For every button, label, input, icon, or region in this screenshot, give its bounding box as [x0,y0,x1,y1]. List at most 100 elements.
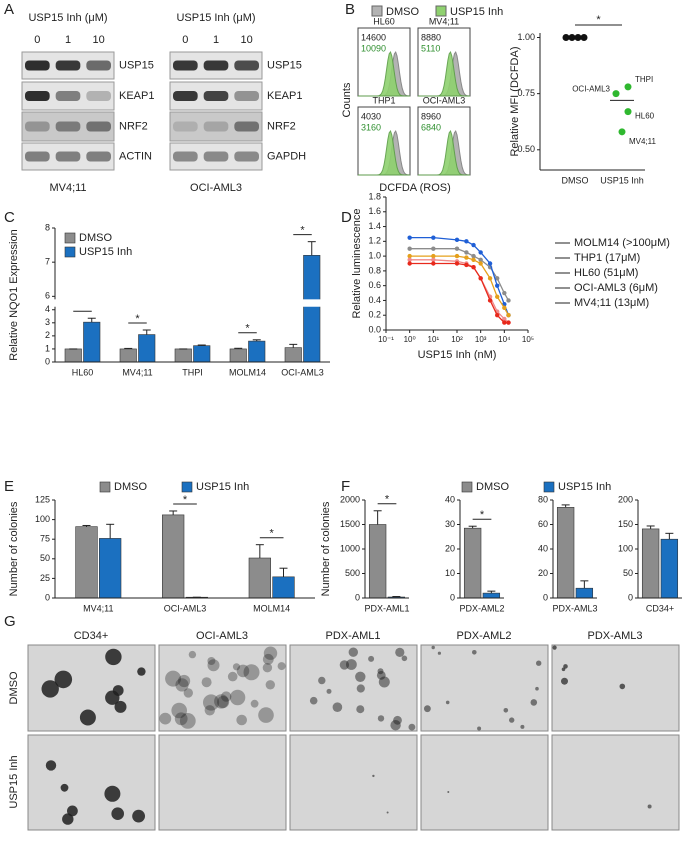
y-tick-label: 0.6 [368,280,381,290]
y-tick-label: 0.50 [517,144,535,154]
y-tick-label: 1500 [340,519,360,529]
bar [556,507,575,599]
lane-label: 0 [182,34,188,46]
point [464,250,469,255]
y-axis-label: Relative NQO1 Expression [8,229,20,360]
blot-band [234,60,259,71]
y-tick-label: 7 [45,257,50,267]
panel-label: G [4,613,16,630]
blot-band [25,151,50,162]
colony [372,774,375,778]
x-tick-label: MV4;11 [83,603,113,613]
legend-label: DMSO [476,481,509,493]
bar [575,587,594,599]
y-tick-label: 125 [35,494,50,504]
bar [284,347,302,363]
colony [114,700,127,713]
x-tick-label: PDX-AML1 [364,603,409,613]
colony [262,653,274,665]
y-tick-label: 75 [40,534,50,544]
colony [132,809,146,823]
series-line [409,259,509,324]
bar [193,345,211,363]
y-axis-label: Number of colonies [320,501,332,596]
colony [647,804,652,809]
point [502,290,507,296]
colony [105,648,122,666]
colony-image [551,644,680,732]
point [407,257,412,263]
protein-label: ACTIN [119,150,152,162]
colony [356,684,365,693]
legend-swatch [435,5,447,17]
point [464,239,469,244]
error-bar [646,525,655,529]
error-bar [252,339,261,342]
blot-band [173,60,198,71]
colony [619,683,626,690]
y-tick-label: 0 [628,592,633,602]
blot-band [234,91,259,101]
error-bar [169,510,178,515]
y-tick-label: 3 [45,317,50,327]
blot-band [86,151,111,162]
point [431,257,436,263]
colony [355,671,366,682]
colony [563,664,568,669]
blot-band [25,60,50,71]
blot-band [173,91,198,101]
y-axis-label: Relative luminescence [351,208,363,318]
blot-band [203,151,229,162]
histogram [418,130,470,176]
flow-value: 10090 [361,43,386,53]
column-label: PDX-AML2 [456,630,511,642]
significance-label: * [80,301,85,313]
y-tick-label: 1000 [340,543,360,553]
error-bar [373,510,382,525]
blot-band [55,60,81,71]
significance-label: * [135,313,140,325]
legend-label: MV4;11 (13μM) [574,297,649,309]
colony-image [289,734,418,831]
x-tick-label: OCI-AML3 [164,603,207,613]
y-tick-label: 0.0 [368,324,381,334]
error-bar [197,344,206,346]
point [612,90,620,98]
blot-strip [169,142,263,171]
colony [386,811,389,814]
colony [326,688,332,694]
protein-label: KEAP1 [119,90,154,102]
point-label: MV4;11 [629,137,657,146]
colony [105,690,120,705]
colony [221,691,232,702]
point [495,283,500,288]
x-tick-label: 10¹ [428,335,440,344]
panel-label: D [341,209,352,226]
bar [119,348,137,363]
y-tick-label: 150 [618,519,633,529]
error-bar [106,523,115,539]
histogram [358,130,410,176]
bar [660,538,679,599]
column-label: PDX-AML1 [325,630,380,642]
y-tick-label: 25 [40,573,50,583]
colony [178,674,191,688]
x-tick-label: DMSO [562,175,589,185]
point [487,261,493,266]
colony [393,715,402,725]
colony [41,680,59,698]
x-tick-label: 10⁵ [522,335,534,344]
error-bar [142,329,151,335]
y-tick-label: 80 [538,494,548,504]
blot-band [203,60,229,71]
bar [248,340,266,363]
colony [520,724,525,729]
colony [207,659,220,672]
point [506,320,511,325]
blot-band [234,121,259,132]
flow-value: 8960 [421,111,441,121]
x-tick-label: PDX-AML2 [459,603,504,613]
lane-label: 0 [34,34,40,46]
y-tick-label: 4 [45,304,50,314]
